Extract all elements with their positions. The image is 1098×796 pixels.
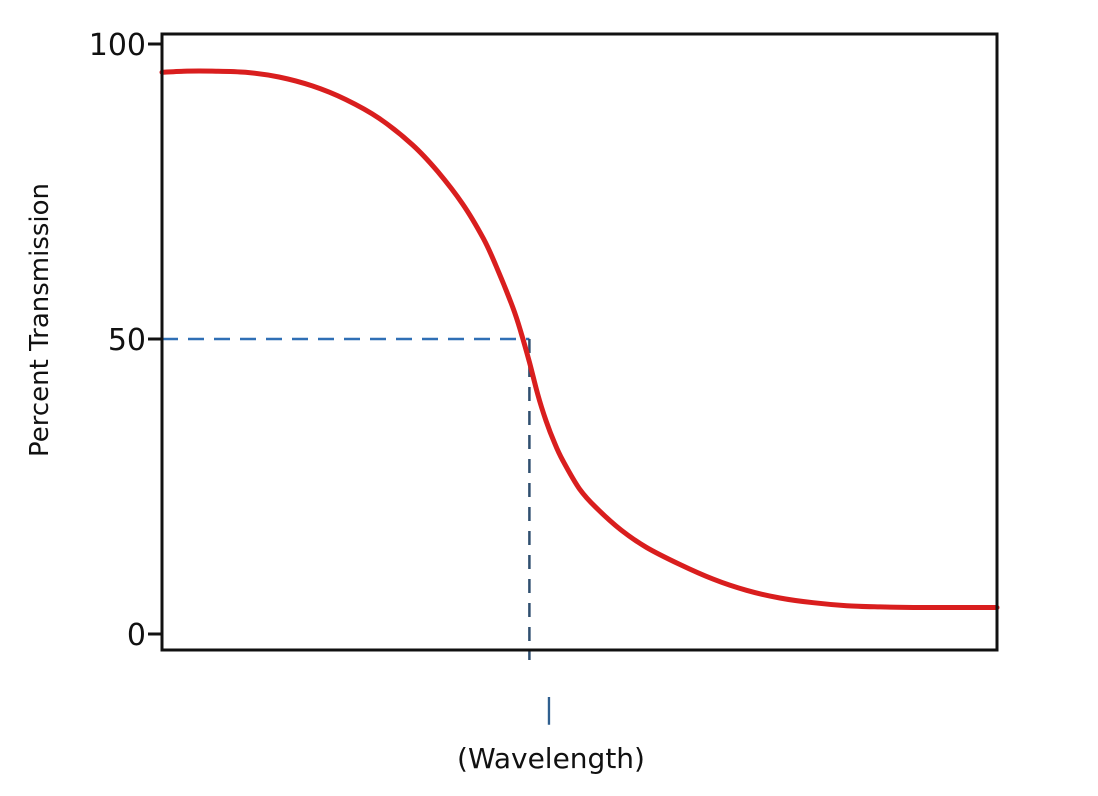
y-tick-label: 50	[108, 323, 146, 358]
y-axis-title: Percent Transmission	[25, 183, 55, 457]
transmission-curve-0	[159, 68, 1000, 610]
plot-area	[159, 68, 1000, 660]
labels: Percent Transmission | (Wavelength)	[25, 183, 645, 775]
x-axis-marker: |	[544, 692, 553, 725]
y-tick-label: 100	[89, 28, 146, 63]
plot-frame	[160, 32, 999, 652]
y-tick-label: 0	[127, 618, 146, 653]
x-axis-title: (Wavelength)	[457, 742, 645, 775]
axes: 0 50 100	[89, 28, 999, 653]
